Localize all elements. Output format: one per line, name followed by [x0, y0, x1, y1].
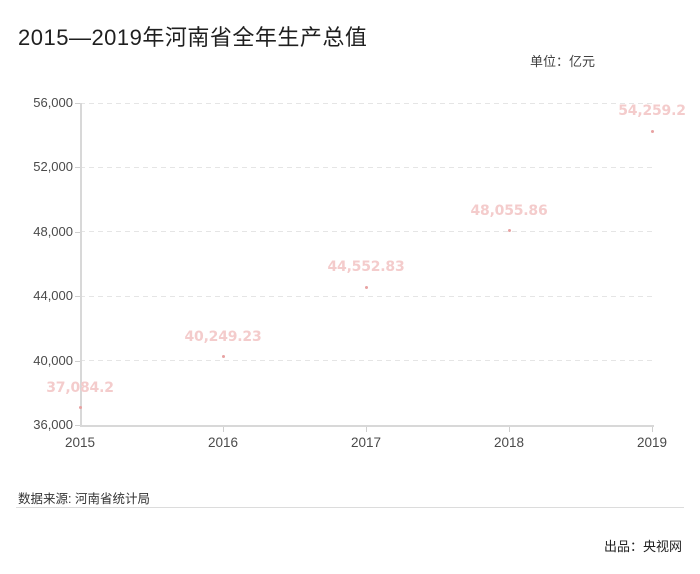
x-tick-label: 2016: [207, 435, 239, 450]
y-tick-label: 48,000: [33, 223, 73, 239]
y-tick-label: 52,000: [33, 159, 73, 175]
y-tick: [75, 167, 80, 169]
data-source-label: 数据来源: 河南省统计局: [18, 492, 150, 506]
y-gridline: [80, 102, 652, 104]
x-axis-line: [80, 425, 654, 427]
y-tick: [75, 360, 80, 362]
x-tick: [652, 427, 653, 432]
y-tick-label: 56,000: [33, 95, 73, 110]
x-tick: [366, 427, 367, 432]
y-gridline: [80, 295, 652, 297]
x-tick-label: 2015: [64, 435, 96, 450]
data-point: [507, 229, 511, 233]
y-gridline: [80, 231, 652, 233]
footer-divider: [16, 507, 684, 508]
y-axis-line: [80, 103, 82, 425]
data-point-label: 54,259.2: [618, 103, 686, 120]
data-point: [650, 129, 654, 133]
y-tick: [75, 103, 80, 104]
y-tick: [75, 296, 80, 298]
chart-title: 2015—2019年河南省全年生产总值: [18, 25, 368, 50]
data-point-label: 37,084.2: [46, 379, 114, 396]
y-gridline: [80, 166, 652, 168]
y-tick: [75, 425, 80, 426]
y-tick-label: 36,000: [33, 417, 73, 432]
unit-label: 单位：亿元: [530, 54, 596, 69]
y-tick-label: 44,000: [33, 288, 73, 304]
x-tick: [509, 427, 510, 432]
data-point-label: 44,552.83: [327, 259, 405, 276]
data-point: [221, 355, 225, 359]
x-tick-label: 2017: [350, 435, 382, 450]
x-tick-label: 2019: [636, 435, 668, 450]
data-point: [364, 285, 368, 289]
data-point-label: 48,055.86: [470, 202, 548, 219]
y-gridline: [80, 360, 652, 362]
data-point: [78, 406, 82, 410]
data-point-label: 40,249.23: [184, 328, 262, 345]
x-tick-label: 2018: [493, 435, 525, 450]
producer-label: 出品：央视网: [603, 539, 682, 554]
y-tick-label: 40,000: [33, 352, 73, 368]
y-tick: [75, 231, 80, 233]
x-tick: [223, 427, 224, 432]
